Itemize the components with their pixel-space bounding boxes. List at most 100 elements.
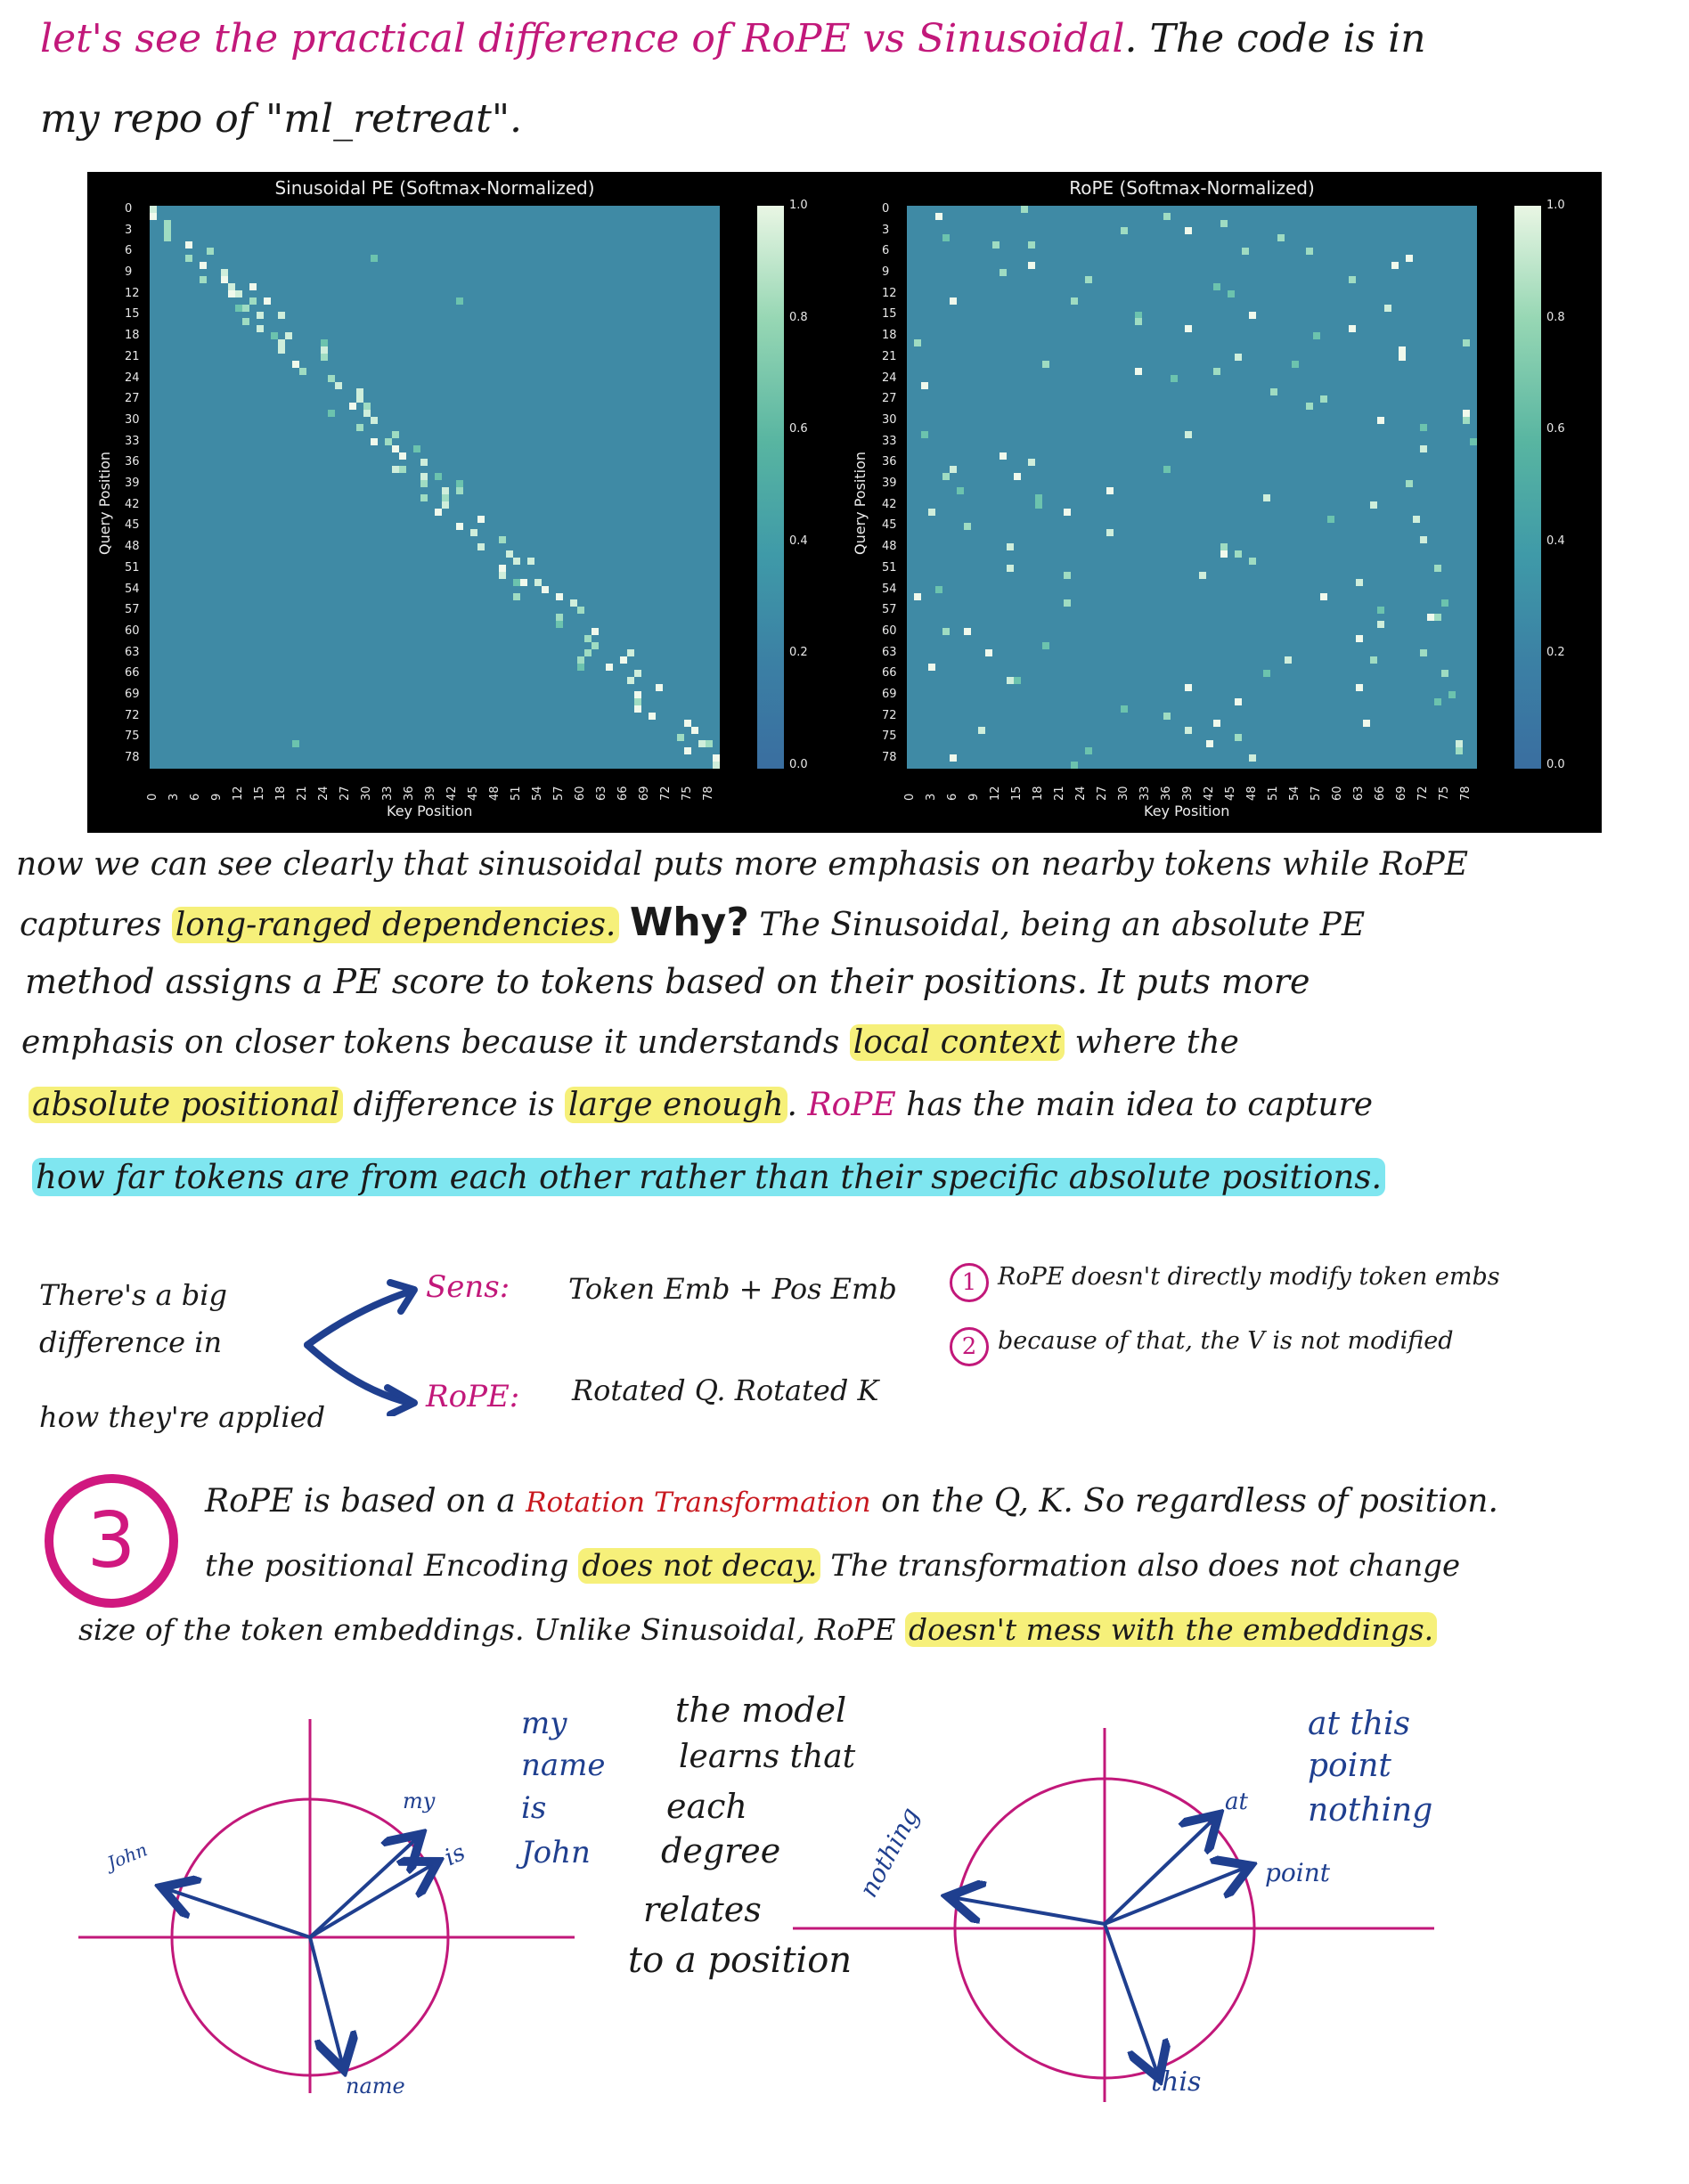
heatmap-1-cell bbox=[420, 473, 428, 481]
heatmap-2-cell bbox=[1235, 353, 1242, 361]
heatmap-1-xtick: 60 bbox=[574, 786, 587, 801]
heatmap-2-cell bbox=[1249, 754, 1256, 762]
heatmap-1-cell bbox=[499, 536, 506, 544]
heatmap-1-ytick: 27 bbox=[125, 392, 140, 406]
heatmap-2-xtick: 54 bbox=[1288, 786, 1301, 801]
heatmap-2-cell bbox=[914, 592, 921, 600]
heatmap-1-cell bbox=[292, 740, 299, 748]
heatmap-1-cell bbox=[513, 578, 520, 586]
heatmap-2-cell bbox=[1434, 698, 1441, 705]
heatmap-2-cell bbox=[950, 466, 957, 474]
body-line-1: now we can see clearly that sinusoidal p… bbox=[16, 846, 1469, 883]
heatmap-1-cell bbox=[399, 452, 406, 460]
point-3-line-2-b: The transformation also does not change bbox=[830, 1548, 1461, 1584]
note-2-circle: 2 bbox=[950, 1327, 989, 1366]
heatmap-1-cell bbox=[150, 206, 157, 213]
heatmap-2-cell bbox=[1420, 423, 1427, 431]
heatmap-1-xtick: 12 bbox=[232, 786, 245, 801]
heatmap-2-ylabel: Query Position bbox=[852, 451, 869, 555]
heatmap-1-cell bbox=[513, 592, 520, 600]
heatmap-2-xtick: 57 bbox=[1310, 786, 1323, 801]
highlight-doesnt-mess: doesn't mess with the embeddings. bbox=[905, 1612, 1438, 1647]
sens-value: Token Emb + Pos Emb bbox=[568, 1272, 897, 1306]
heatmap-2-cell bbox=[1163, 212, 1171, 220]
heatmap-1-cell bbox=[349, 403, 356, 411]
heatmap-1-ytick: 42 bbox=[125, 497, 140, 511]
heatmap-1-xtick: 54 bbox=[531, 786, 544, 801]
heatmap-1-ytick: 24 bbox=[125, 371, 140, 385]
heatmap-2-ytick: 48 bbox=[882, 540, 897, 554]
heatmap-2-cell bbox=[1213, 719, 1220, 727]
heatmap-2-cell bbox=[942, 233, 950, 241]
right-sentence-1: at this bbox=[1308, 1706, 1411, 1742]
heatmap-1-cell bbox=[392, 430, 399, 438]
heatmap-2-cell bbox=[928, 663, 935, 671]
point-3-number: 3 bbox=[86, 1496, 136, 1585]
heatmap-2-cell bbox=[1313, 332, 1320, 340]
heatmap-1-cell bbox=[292, 360, 299, 368]
heatmap-1-cell bbox=[207, 248, 214, 256]
vector-label-my: my bbox=[403, 1789, 436, 1813]
heatmap-1-cell bbox=[271, 332, 278, 340]
heatmap-1-xtick: 0 bbox=[146, 793, 159, 801]
middle-4: degree bbox=[661, 1831, 781, 1870]
heatmap-2-ytick: 72 bbox=[882, 708, 897, 722]
heatmap-1-cell bbox=[371, 437, 378, 445]
heatmap-1-cell bbox=[556, 592, 563, 600]
heatmap-2-cell bbox=[1185, 430, 1192, 438]
heatmap-2-cell bbox=[1163, 466, 1171, 474]
heatmap-2-cell bbox=[1356, 634, 1363, 642]
heatmap-2-cell bbox=[1377, 417, 1384, 424]
heatmap-2-ytick: 42 bbox=[882, 497, 897, 511]
heatmap-2-xtick: 18 bbox=[1032, 786, 1045, 801]
heatmap-2-cell bbox=[1071, 762, 1078, 770]
intro-line-1-pink: let's see the practical difference of Ro… bbox=[40, 16, 1125, 61]
heatmap-1-cell bbox=[299, 367, 306, 375]
heatmap-2-cell bbox=[1463, 339, 1470, 347]
heatmap-1-cell bbox=[435, 473, 442, 481]
heatmap-figure: Sinusoidal PE (Softmax-Normalized) RoPE … bbox=[87, 172, 1602, 833]
left-sentence-1: my bbox=[521, 1706, 567, 1741]
heatmap-1-cell bbox=[363, 410, 371, 418]
heatmap-2-colorbar-tick: 0.6 bbox=[1546, 422, 1565, 436]
heatmap-2-ytick: 21 bbox=[882, 349, 897, 363]
heatmap-1-cell bbox=[592, 641, 599, 649]
middle-6: to a position bbox=[628, 1940, 853, 1981]
middle-2: learns that bbox=[679, 1739, 856, 1775]
heatmap-2-xtick: 39 bbox=[1181, 786, 1195, 801]
heatmap-2-cell bbox=[1213, 367, 1220, 375]
heatmap-2-xtick: 48 bbox=[1245, 786, 1259, 801]
heatmap-1-ytick: 15 bbox=[125, 307, 140, 322]
heatmap-2-cell bbox=[1135, 367, 1142, 375]
heatmap-1-ytick: 36 bbox=[125, 455, 140, 469]
point-3-line-3-a: size of the token embeddings. Unlike Sin… bbox=[78, 1612, 896, 1647]
heatmap-2-cell bbox=[1028, 240, 1035, 249]
heatmap-2-ytick: 51 bbox=[882, 560, 897, 575]
heatmap-1-cell bbox=[200, 276, 207, 283]
heatmap-2-cell bbox=[1235, 698, 1242, 705]
heatmap-2-cell bbox=[1220, 219, 1228, 227]
heatmap-1-cell bbox=[577, 607, 584, 615]
body-line-3: method assigns a PE score to tokens base… bbox=[25, 962, 1310, 1001]
heatmap-1-cell bbox=[442, 501, 449, 509]
heatmap-1-cell bbox=[706, 740, 713, 748]
heatmap-1-cell bbox=[627, 677, 634, 685]
heatmap-1-ytick: 0 bbox=[125, 201, 133, 216]
heatmap-2-ytick: 6 bbox=[882, 244, 890, 258]
heatmap-1-cell bbox=[684, 719, 691, 727]
body-line-2-a: captures bbox=[20, 907, 162, 943]
rope-label-pink: RoPE bbox=[807, 1087, 896, 1123]
heatmap-2-ytick: 69 bbox=[882, 688, 897, 702]
heatmap-1-xtick: 45 bbox=[467, 786, 480, 801]
heatmap-1-cell bbox=[656, 684, 663, 692]
heatmap-1-ytick: 21 bbox=[125, 349, 140, 363]
heatmap-1-ytick: 66 bbox=[125, 666, 140, 680]
vector-label-point: point bbox=[1265, 1858, 1331, 1887]
heatmap-2-grid bbox=[907, 206, 1477, 770]
heatmap-1-cell bbox=[278, 339, 285, 347]
heatmap-2-cell bbox=[1000, 269, 1007, 277]
heatmap-2-cell bbox=[1064, 571, 1071, 579]
heatmap-2-ytick: 24 bbox=[882, 371, 897, 385]
heatmap-2-cell bbox=[1199, 571, 1206, 579]
heatmap-2-cell bbox=[950, 297, 957, 305]
